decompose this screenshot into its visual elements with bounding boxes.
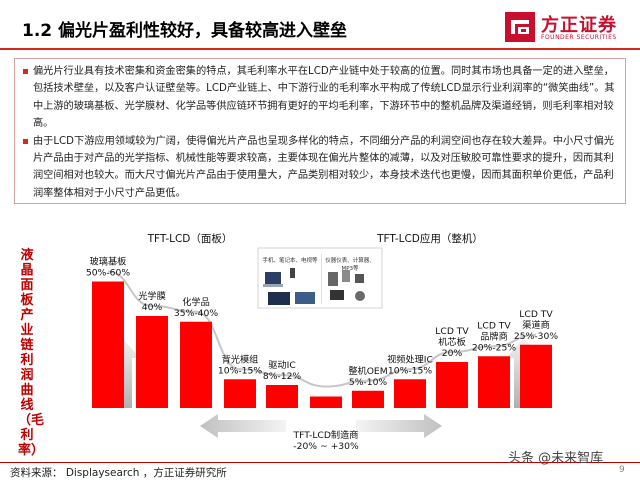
logo-mark-icon	[505, 12, 535, 42]
source-note: 资料来源： Displaysearch ，方正证券研究所	[10, 467, 227, 479]
bar-label-text: -20% ~ +30%	[293, 441, 359, 452]
logo-sub-text: FOUNDER SECURITIES	[541, 34, 617, 41]
laptop-base-icon	[263, 284, 283, 287]
bar-label-text: 视频处理IC	[387, 353, 433, 365]
device-divider	[321, 254, 322, 304]
bar-5	[310, 396, 342, 408]
phone-icon	[290, 268, 295, 278]
bar-7	[394, 379, 426, 408]
bar-label-text: 驱动IC	[268, 360, 296, 371]
page-title: 1.2 偏光片盈利性较好，具备较高进入壁垒	[22, 21, 348, 41]
mp3-player-icon	[355, 274, 364, 283]
section-label-1: TFT-LCD应用（整机）	[376, 232, 483, 245]
bar-4	[266, 385, 298, 408]
bar-label-text: 20%	[442, 348, 463, 359]
bar-label-text: 8%-12%	[263, 371, 302, 382]
device-caption-1: 仪器仪表、计算器、	[325, 256, 375, 264]
bar-label-text: 光学膜	[138, 290, 166, 302]
bar-label-5: TFT-LCD制造商-20% ~ +30%	[293, 429, 359, 452]
bar-6	[352, 390, 384, 408]
bar-label-text: LCD TV	[477, 320, 511, 331]
watermark: 头条 @未来智库	[508, 451, 604, 466]
bar-0	[92, 281, 124, 408]
bar-label-text: 35%-40%	[174, 308, 218, 319]
bar-label-text: 机芯板	[438, 336, 466, 348]
bar-label-text: 化学品	[182, 296, 210, 308]
logo-brand-text: 方正证券	[541, 15, 617, 36]
bar-2	[180, 321, 212, 408]
paragraph-2: 由于LCD下游应用领域较为广阔，使得偏光片产品也呈现多样化的特点，不同细分产品的…	[23, 133, 617, 203]
bar-label-text: LCD TV	[519, 309, 553, 320]
device-caption-0: 手机、笔记本、电视等	[262, 256, 318, 264]
bar-1	[136, 316, 168, 408]
bar-8	[436, 362, 468, 408]
camera-icon	[330, 290, 344, 300]
bar-label-text: 整机OEM	[348, 365, 387, 377]
section-label-0: TFT-LCD（面板）	[147, 232, 233, 245]
device-caption-1: MP3等	[341, 264, 359, 272]
watch-icon	[355, 291, 365, 301]
bar-label-text: 20%-25%	[472, 342, 516, 353]
footer-divider	[0, 462, 640, 463]
instrument-icon	[328, 272, 338, 286]
bar-label-text: 背光模组	[222, 353, 259, 365]
bar-9	[478, 356, 510, 408]
bar-label-text: 40%	[142, 302, 163, 313]
title-divider	[0, 48, 640, 50]
bar-10	[520, 344, 552, 408]
company-logo: 方正证券 FOUNDER SECURITIES	[505, 12, 635, 46]
monitor-icon	[295, 292, 315, 304]
tv-icon	[268, 292, 290, 305]
bar-3	[224, 379, 256, 408]
paragraph-1: 偏光片行业具有技术密集和资金密集的特点，其毛利率水平在LCD产业链中处于较高的位…	[23, 63, 617, 133]
bar-label-text: 25%-30%	[514, 331, 558, 342]
bar-label-text: 品牌商	[480, 330, 508, 342]
laptop-icon	[265, 272, 281, 284]
page-number: 9	[619, 465, 625, 475]
bar-label-text: LCD TV	[435, 326, 469, 337]
smile-curve	[107, 270, 537, 388]
bar-label-text: TFT-LCD制造商	[293, 429, 359, 441]
right-arrow-bottom	[356, 414, 442, 438]
bar-label-text: 10%-15%	[388, 365, 432, 376]
bar-label-text: 10%-15%	[218, 365, 262, 376]
left-arrow-bottom	[200, 414, 286, 438]
bar-label-text: 渠道商	[522, 319, 550, 331]
device-pictures	[257, 247, 383, 309]
calculator-icon	[342, 270, 350, 282]
summary-box: 偏光片行业具有技术密集和资金密集的特点，其毛利率水平在LCD产业链中处于较高的位…	[14, 58, 626, 204]
bar-label-text: 50%-60%	[86, 268, 130, 279]
bar-label-text: 玻璃基板	[90, 256, 127, 268]
bar-label-text: 5%-10%	[349, 377, 388, 388]
